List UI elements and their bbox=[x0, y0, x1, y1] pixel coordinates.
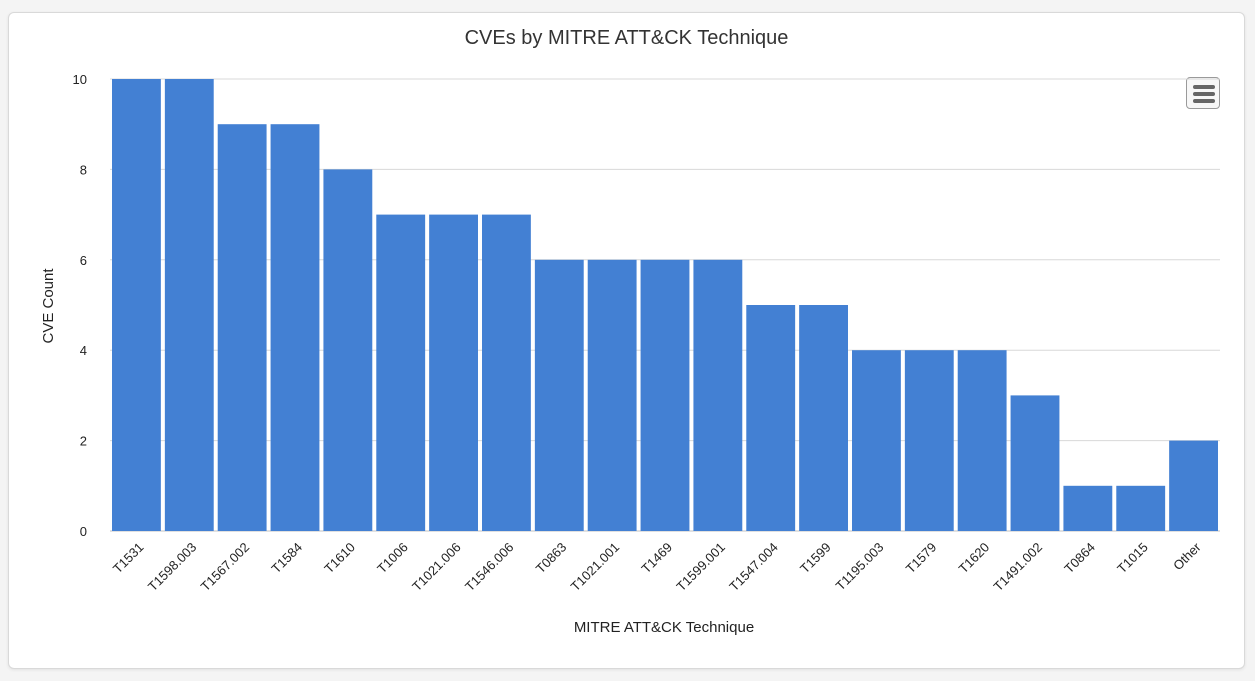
x-tick-label: T1531 bbox=[110, 540, 147, 577]
y-tick-label: 4 bbox=[80, 343, 87, 358]
x-tick-label: T1599 bbox=[797, 540, 834, 577]
bar-t1547-004[interactable] bbox=[746, 305, 796, 531]
bar-t1015[interactable] bbox=[1116, 485, 1166, 531]
x-tick-label: T1620 bbox=[956, 540, 993, 577]
bar-t1546-006[interactable] bbox=[482, 214, 531, 531]
y-tick-label: 10 bbox=[73, 72, 87, 87]
hamburger-menu-icon[interactable] bbox=[1186, 77, 1220, 109]
bar-t1599[interactable] bbox=[799, 305, 848, 531]
x-tick-label: T1195.003 bbox=[833, 540, 887, 594]
bar-t0864[interactable] bbox=[1063, 485, 1113, 531]
x-tick-label: T1547.004 bbox=[726, 540, 781, 595]
bar-t1579[interactable] bbox=[904, 350, 954, 531]
x-tick-label: T1567.002 bbox=[198, 540, 253, 595]
chart-title: CVEs by MITRE ATT&CK Technique bbox=[464, 27, 789, 49]
x-tick-label: T1599.001 bbox=[673, 540, 728, 595]
bar-t1567-002[interactable] bbox=[217, 124, 267, 531]
x-tick-label: Other bbox=[1170, 539, 1204, 573]
x-tick-label: T0863 bbox=[533, 540, 570, 577]
bar-t1620[interactable] bbox=[957, 350, 1007, 531]
x-tick-label: T1006 bbox=[374, 540, 411, 577]
x-tick-label: T1610 bbox=[321, 540, 358, 577]
x-tick-label: T1469 bbox=[638, 540, 675, 577]
x-tick-label: T1598.003 bbox=[145, 540, 200, 595]
x-tick-label: T0864 bbox=[1061, 540, 1098, 577]
bar-t1006[interactable] bbox=[376, 214, 426, 531]
y-tick-label: 8 bbox=[80, 162, 87, 177]
bar-t1598-003[interactable] bbox=[164, 79, 214, 531]
x-axis-label: MITRE ATT&CK Technique bbox=[574, 619, 754, 636]
bars bbox=[112, 79, 1218, 531]
bar-t1021-006[interactable] bbox=[429, 214, 478, 531]
bar-t0863[interactable] bbox=[534, 259, 584, 531]
x-tick-label: T1491.002 bbox=[991, 540, 1046, 595]
bar-t1584[interactable] bbox=[270, 124, 320, 531]
bar-t1599-001[interactable] bbox=[693, 259, 743, 531]
bar-t1610[interactable] bbox=[323, 169, 373, 531]
y-tick-label: 2 bbox=[80, 434, 87, 449]
bar-t1491-002[interactable] bbox=[1010, 395, 1060, 531]
bar-t1195-003[interactable] bbox=[852, 350, 901, 531]
x-tick-label: T1584 bbox=[268, 540, 305, 577]
y-tick-label: 0 bbox=[80, 524, 87, 539]
bar-t1021-001[interactable] bbox=[587, 259, 637, 531]
bar-t1531[interactable] bbox=[112, 79, 161, 531]
y-axis-label: CVE Count bbox=[40, 268, 57, 344]
y-tick-label: 6 bbox=[80, 253, 87, 268]
y-tick-labels: 0 2 4 6 8 10 bbox=[73, 72, 87, 539]
bar-other[interactable] bbox=[1169, 440, 1218, 531]
bar-t1469[interactable] bbox=[640, 259, 690, 531]
x-tick-label: T1021.006 bbox=[409, 540, 464, 595]
x-tick-label: T1015 bbox=[1114, 540, 1151, 577]
x-tick-label: T1021.001 bbox=[568, 540, 623, 595]
x-tick-label: T1579 bbox=[903, 540, 940, 577]
x-tick-label: T1546.006 bbox=[462, 540, 517, 595]
